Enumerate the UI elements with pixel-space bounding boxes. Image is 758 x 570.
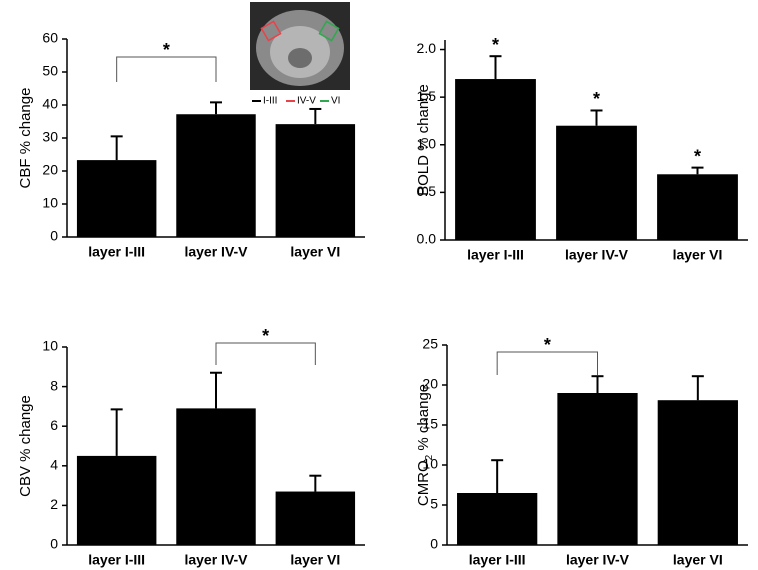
y-axis-label-part: CBF % change	[17, 88, 34, 189]
significance-star: *	[593, 89, 600, 109]
y-tick-label: 40	[42, 96, 58, 112]
y-tick-label: 15	[422, 416, 438, 432]
bar	[275, 124, 356, 237]
x-tick-label: layer IV-V	[184, 552, 248, 568]
error-bar	[309, 107, 322, 125]
y-axis-label: CBV % change	[17, 395, 34, 497]
y-tick-label: 25	[422, 336, 438, 352]
y-tick-label: 6	[50, 417, 58, 433]
error-bar	[309, 474, 322, 492]
y-tick-label: 20	[422, 376, 438, 392]
x-tick-label: layer I-III	[469, 552, 526, 568]
x-tick-label: layer I-III	[88, 552, 145, 568]
y-tick-label: 0	[50, 228, 58, 244]
y-axis-label-part: % change	[415, 384, 432, 455]
y-tick-label: 0	[50, 536, 58, 552]
bar	[76, 455, 157, 545]
error-bar	[110, 408, 123, 456]
roi-right	[318, 20, 340, 42]
y-tick-label: 0	[430, 536, 438, 552]
bar	[457, 493, 538, 545]
y-axis-label: CMRO2 % change	[415, 384, 435, 506]
x-tick-label: layer IV-V	[184, 244, 248, 260]
error-bar	[210, 371, 222, 409]
legend-label: VI	[331, 96, 340, 107]
y-tick-label: 8	[50, 377, 58, 393]
y-tick-label: 10	[42, 195, 58, 211]
roi-left	[260, 20, 282, 42]
legend-label: I-III	[263, 96, 277, 107]
y-tick-label: 2.0	[417, 40, 437, 56]
error-bar	[691, 166, 704, 175]
y-axis-label-part: CBV % change	[17, 395, 34, 497]
legend-label: IV-V	[297, 96, 316, 107]
error-bar	[491, 459, 504, 493]
bar	[455, 79, 536, 240]
x-tick-label: layer IV-V	[565, 247, 629, 263]
significance-star: *	[694, 146, 701, 166]
x-tick-label: layer VI	[290, 244, 340, 260]
bar	[176, 114, 256, 237]
significance-star: *	[544, 335, 551, 355]
x-tick-label: layer VI	[673, 552, 723, 568]
y-tick-label: 0.5	[417, 183, 437, 199]
bar	[556, 125, 637, 240]
y-tick-label: 30	[42, 129, 58, 145]
y-tick-label: 10	[42, 338, 58, 354]
bar	[176, 408, 256, 545]
bar	[657, 174, 738, 240]
y-axis-label: CBF % change	[17, 88, 34, 189]
y-tick-label: 4	[50, 457, 58, 473]
x-tick-label: layer I-III	[88, 244, 145, 260]
x-tick-label: layer I-III	[467, 247, 524, 263]
bar	[657, 400, 738, 545]
y-tick-label: 1.0	[417, 135, 437, 151]
x-tick-label: layer IV-V	[566, 552, 630, 568]
y-axis-label-part: 2	[424, 454, 435, 460]
y-tick-label: 10	[422, 456, 438, 472]
bar	[557, 393, 638, 545]
inset-image	[250, 2, 350, 90]
significance-star: *	[492, 35, 499, 55]
y-axis-label-part: BOLD % change	[415, 84, 432, 196]
bar	[76, 160, 157, 237]
y-tick-label: 60	[42, 30, 58, 46]
significance-bracket	[215, 342, 316, 365]
y-tick-label: 2	[50, 496, 58, 512]
bar	[275, 491, 356, 545]
y-tick-label: 50	[42, 63, 58, 79]
error-bar	[591, 375, 604, 393]
significance-bracket	[496, 351, 598, 375]
error-bar	[210, 101, 222, 115]
significance-bracket	[116, 56, 217, 82]
y-axis-label-part: CMRO	[415, 460, 432, 506]
error-bar	[110, 135, 123, 161]
significance-star: *	[262, 326, 269, 346]
y-tick-label: 5	[430, 496, 438, 512]
y-axis-label: BOLD % change	[415, 84, 432, 196]
brain-core	[288, 48, 312, 68]
x-tick-label: layer VI	[290, 552, 340, 568]
y-tick-label: 20	[42, 162, 58, 178]
y-tick-label: 1.5	[417, 88, 437, 104]
x-tick-label: layer VI	[673, 247, 723, 263]
error-bar	[489, 55, 502, 80]
significance-star: *	[163, 40, 170, 60]
error-bar	[590, 109, 603, 126]
error-bar	[691, 375, 704, 401]
y-tick-label: 0.0	[417, 231, 437, 247]
